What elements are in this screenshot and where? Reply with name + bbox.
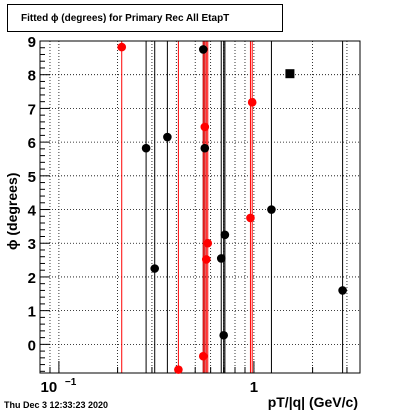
timestamp: Thu Dec 3 12:33:23 2020 bbox=[4, 400, 109, 410]
x-axis-label: pT/|q| (GeV/c) bbox=[267, 394, 358, 410]
error-bars bbox=[121, 41, 344, 373]
data-point bbox=[219, 330, 228, 340]
data-point bbox=[117, 42, 127, 52]
y-tick-label: 2 bbox=[28, 270, 36, 287]
data-point bbox=[163, 132, 172, 142]
chart-title: Fitted ϕ (degrees) for Primary Rec All E… bbox=[7, 4, 283, 32]
y-tick-label: 3 bbox=[28, 236, 36, 253]
data-point bbox=[200, 143, 210, 153]
grid bbox=[39, 40, 360, 373]
data-point bbox=[247, 98, 257, 107]
data-points bbox=[117, 42, 347, 374]
data-point bbox=[216, 254, 226, 263]
data-point bbox=[141, 143, 151, 153]
y-tick-label: 5 bbox=[28, 169, 36, 186]
data-point bbox=[267, 205, 276, 214]
y-tick-label: 4 bbox=[28, 203, 37, 220]
data-point-square bbox=[285, 69, 295, 79]
plot-frame bbox=[39, 40, 361, 374]
y-tick-label: 8 bbox=[28, 68, 36, 85]
x-tick-label-exponent: −1 bbox=[65, 377, 77, 388]
y-tick-label: 0 bbox=[28, 337, 36, 354]
data-point bbox=[203, 238, 213, 248]
data-point bbox=[201, 255, 211, 264]
y-tick-label: 6 bbox=[28, 135, 36, 152]
y-tick-label: 9 bbox=[28, 34, 36, 51]
y-tick-label: 7 bbox=[28, 101, 36, 118]
data-point bbox=[246, 213, 255, 223]
data-point bbox=[338, 286, 347, 295]
data-point bbox=[198, 351, 208, 361]
data-point bbox=[174, 365, 183, 374]
y-tick-label: 1 bbox=[28, 304, 36, 321]
plot-frame-rect bbox=[39, 40, 361, 374]
data-point bbox=[198, 45, 208, 54]
data-point bbox=[150, 264, 160, 273]
x-tick-label: 1 bbox=[250, 379, 258, 396]
data-point bbox=[200, 122, 210, 132]
y-axis-label: ϕ (degrees) bbox=[4, 172, 20, 250]
axis-ticks: 0 1 2 3 4 5 6 7 8 9 10 −1 1 bbox=[28, 34, 348, 396]
x-tick-label: 10 bbox=[41, 379, 58, 396]
data-point bbox=[220, 230, 230, 240]
